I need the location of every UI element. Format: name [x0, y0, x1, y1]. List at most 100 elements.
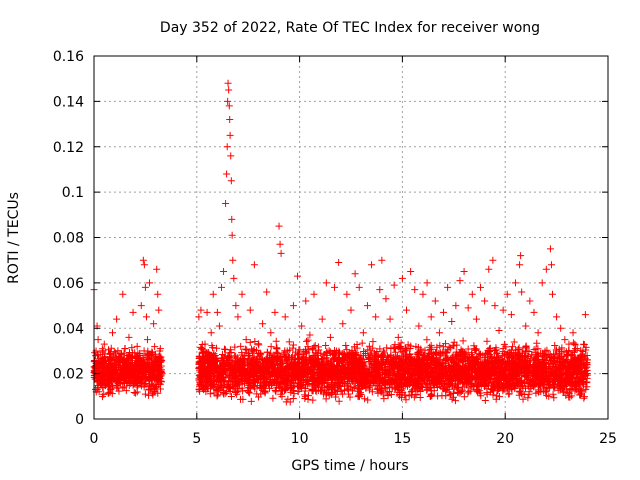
data-point	[286, 346, 294, 354]
data-point	[349, 387, 357, 395]
data-point	[99, 364, 107, 372]
data-point	[136, 377, 144, 385]
data-point	[124, 351, 132, 359]
data-point	[565, 347, 573, 355]
data-point	[122, 360, 130, 368]
data-point	[237, 342, 245, 350]
data-point	[119, 290, 127, 298]
data-point	[355, 283, 363, 291]
data-point	[510, 338, 518, 346]
data-point	[346, 393, 354, 401]
data-point	[309, 396, 317, 404]
data-point	[429, 378, 437, 386]
data-point	[209, 290, 217, 298]
data-point	[335, 349, 343, 357]
data-point	[285, 338, 293, 346]
data-point	[225, 86, 233, 94]
data-point	[148, 348, 156, 356]
data-point	[146, 385, 154, 393]
data-point	[223, 170, 231, 178]
data-point	[234, 381, 242, 389]
data-point	[580, 393, 588, 401]
data-point	[140, 360, 148, 368]
data-point	[125, 333, 133, 341]
data-point	[367, 360, 375, 368]
data-point	[301, 394, 309, 402]
data-point	[121, 345, 129, 353]
data-point	[246, 338, 254, 346]
data-point	[263, 348, 271, 356]
data-point	[113, 315, 121, 323]
data-point	[213, 308, 221, 316]
data-point	[238, 290, 246, 298]
data-point	[227, 152, 235, 160]
data-point	[133, 383, 141, 391]
data-point	[133, 342, 141, 350]
data-point	[384, 391, 392, 399]
data-point	[509, 343, 517, 351]
data-point	[151, 363, 159, 371]
data-point	[322, 341, 330, 349]
data-point	[140, 261, 148, 269]
data-point	[281, 313, 289, 321]
data-point	[294, 272, 302, 280]
data-point	[213, 392, 221, 400]
data-point	[259, 320, 267, 328]
data-point	[141, 390, 149, 398]
data-point	[195, 313, 203, 321]
data-point	[379, 390, 387, 398]
data-point	[481, 396, 489, 404]
data-point	[483, 390, 491, 398]
data-point	[138, 372, 146, 380]
data-point	[472, 346, 480, 354]
data-point	[148, 369, 156, 377]
data-point	[156, 359, 164, 367]
data-point	[522, 344, 530, 352]
data-point	[318, 315, 326, 323]
data-point	[369, 338, 377, 346]
data-point	[154, 290, 162, 298]
data-point	[210, 353, 218, 361]
data-point	[272, 337, 280, 345]
data-point	[232, 302, 240, 310]
data-point	[209, 344, 217, 352]
data-point	[403, 346, 411, 354]
data-point	[277, 249, 285, 257]
data-point	[477, 392, 485, 400]
data-point	[491, 357, 499, 365]
data-point	[91, 357, 99, 365]
data-point	[119, 361, 127, 369]
data-point	[289, 341, 297, 349]
data-point	[231, 343, 239, 351]
data-point	[122, 387, 130, 395]
data-point	[545, 392, 553, 400]
data-point	[151, 343, 159, 351]
data-point	[136, 366, 144, 374]
data-point	[246, 306, 254, 314]
data-point	[289, 394, 297, 402]
data-point	[550, 394, 558, 402]
data-point	[347, 306, 355, 314]
data-point	[426, 392, 434, 400]
data-point	[342, 342, 350, 350]
data-point	[96, 351, 104, 359]
data-point	[396, 370, 404, 378]
data-point	[197, 306, 205, 314]
data-point	[362, 349, 370, 357]
data-point	[467, 387, 475, 395]
data-point	[127, 379, 135, 387]
data-point	[220, 268, 228, 276]
data-point	[130, 389, 138, 397]
data-point	[249, 347, 257, 355]
data-point	[416, 393, 424, 401]
data-point	[152, 383, 160, 391]
data-point	[361, 395, 369, 403]
data-point	[129, 308, 137, 316]
data-point	[351, 270, 359, 278]
data-point	[131, 373, 139, 381]
data-point	[492, 349, 500, 357]
data-point	[143, 336, 151, 344]
data-point	[443, 386, 451, 394]
data-point	[151, 385, 159, 393]
